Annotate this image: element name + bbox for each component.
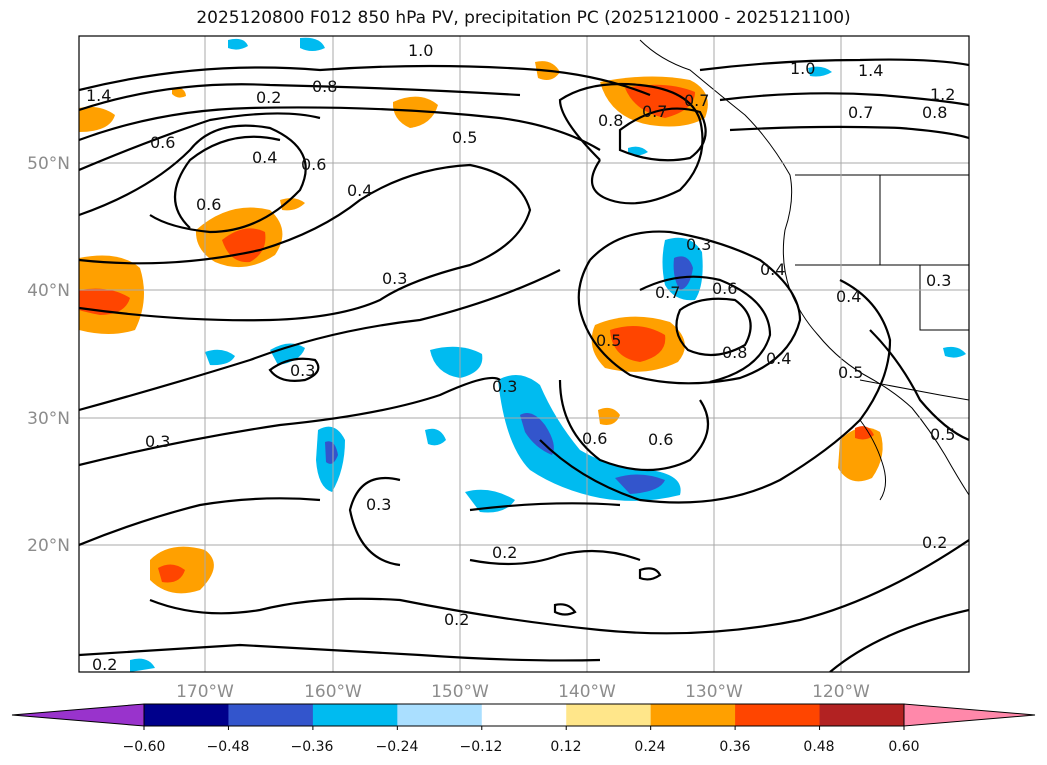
colorbar-segment	[650, 704, 736, 726]
contour-label: 0.5	[930, 425, 955, 444]
colorbar	[11, 703, 1036, 730]
contour-label: 0.7	[655, 283, 680, 302]
contour-label: 0.4	[760, 260, 785, 279]
colorbar-frame	[143, 703, 905, 727]
contour-label: 0.2	[922, 533, 947, 552]
contour-label: 0.4	[252, 148, 277, 167]
colorbar-segment	[819, 704, 905, 726]
colorbar-tick-label: 0.60	[888, 739, 919, 755]
contour-label: 1.0	[408, 41, 433, 60]
contour-label: 0.6	[196, 195, 221, 214]
lon-label: 120°W	[812, 682, 870, 702]
graticule	[79, 36, 969, 672]
contour-label: 0.4	[347, 181, 372, 200]
contour-label: 0.3	[145, 432, 170, 451]
lat-axis: 50°N 40°N 30°N 20°N	[27, 154, 70, 556]
colorbar-tick-label: −0.12	[460, 739, 503, 755]
colorbar-segment	[144, 704, 229, 726]
contour-label: 0.6	[150, 133, 175, 152]
colorbar-segment	[481, 704, 567, 726]
pv-contours	[79, 58, 969, 672]
colorbar-segment	[566, 704, 652, 726]
contour-label: 1.4	[86, 86, 111, 105]
contour-label: 0.3	[290, 361, 315, 380]
contour-label: 0.2	[256, 88, 281, 107]
lat-label: 30°N	[27, 409, 70, 429]
map-frame	[78, 35, 970, 673]
contour-label: 0.3	[382, 269, 407, 288]
contour-label: 0.7	[642, 102, 667, 121]
contour-label: 1.0	[790, 59, 815, 78]
colorbar-tick-label: −0.36	[291, 739, 334, 755]
contour-label: 0.2	[92, 655, 117, 674]
contour-label: 0.7	[848, 103, 873, 122]
colorbar-extend-max	[903, 703, 1036, 727]
contour-label: 0.6	[648, 430, 673, 449]
colorbar-ticks: −0.60 −0.48 −0.36 −0.24 −0.12 0.12 0.24 …	[123, 739, 920, 755]
figure-title: 2025120800 F012 850 hPa PV, precipitatio…	[196, 8, 851, 28]
contour-label: 0.5	[596, 331, 621, 350]
lon-axis: 170°W 160°W 150°W 140°W 130°W 120°W	[176, 682, 870, 702]
colorbar-tick-label: 0.12	[550, 739, 581, 755]
colorbar-segment	[735, 704, 821, 726]
contour-label: 0.2	[492, 543, 517, 562]
contour-label: 0.8	[922, 103, 947, 122]
contour-label: 0.7	[684, 91, 709, 110]
contour-label: 1.2	[930, 85, 955, 104]
contour-label: 0.8	[722, 343, 747, 362]
lon-label: 150°W	[431, 682, 489, 702]
contour-label: 0.4	[836, 287, 861, 306]
pv-contour-labels: 1.4 0.6 0.2 0.8 1.0 0.4 0.6 0.4 0.5 0.8 …	[86, 41, 955, 674]
contour-label: 0.3	[492, 377, 517, 396]
contour-label: 0.5	[452, 128, 477, 147]
contour-label: 0.8	[312, 77, 337, 96]
colorbar-segment	[397, 704, 483, 726]
colorbar-tick-label: 0.36	[719, 739, 750, 755]
contour-label: 0.2	[444, 610, 469, 629]
lat-label: 40°N	[27, 281, 70, 301]
lat-label: 20°N	[27, 536, 70, 556]
contour-label: 0.3	[926, 271, 951, 290]
colorbar-extend-min	[11, 703, 145, 727]
contour-label: 0.6	[582, 429, 607, 448]
contour-label: 0.5	[838, 363, 863, 382]
colorbar-tick-label: 0.24	[634, 739, 665, 755]
colorbar-segment	[312, 704, 398, 726]
lon-label: 130°W	[685, 682, 743, 702]
colorbar-tick-label: 0.48	[803, 739, 834, 755]
colorbar-tick-label: −0.48	[207, 739, 250, 755]
colorbar-tick-label: −0.60	[123, 739, 166, 755]
contour-label: 0.3	[366, 495, 391, 514]
colorbar-segment	[228, 704, 314, 726]
lon-label: 160°W	[304, 682, 362, 702]
lon-label: 170°W	[176, 682, 234, 702]
contour-label: 0.6	[712, 279, 737, 298]
contour-label: 0.6	[301, 155, 326, 174]
contour-label: 1.4	[858, 61, 883, 80]
lat-label: 50°N	[27, 154, 70, 174]
lon-label: 140°W	[558, 682, 616, 702]
contour-label: 0.4	[766, 349, 791, 368]
colorbar-tick-label: −0.24	[376, 739, 419, 755]
contour-label: 0.3	[686, 235, 711, 254]
contour-label: 0.8	[598, 111, 623, 130]
